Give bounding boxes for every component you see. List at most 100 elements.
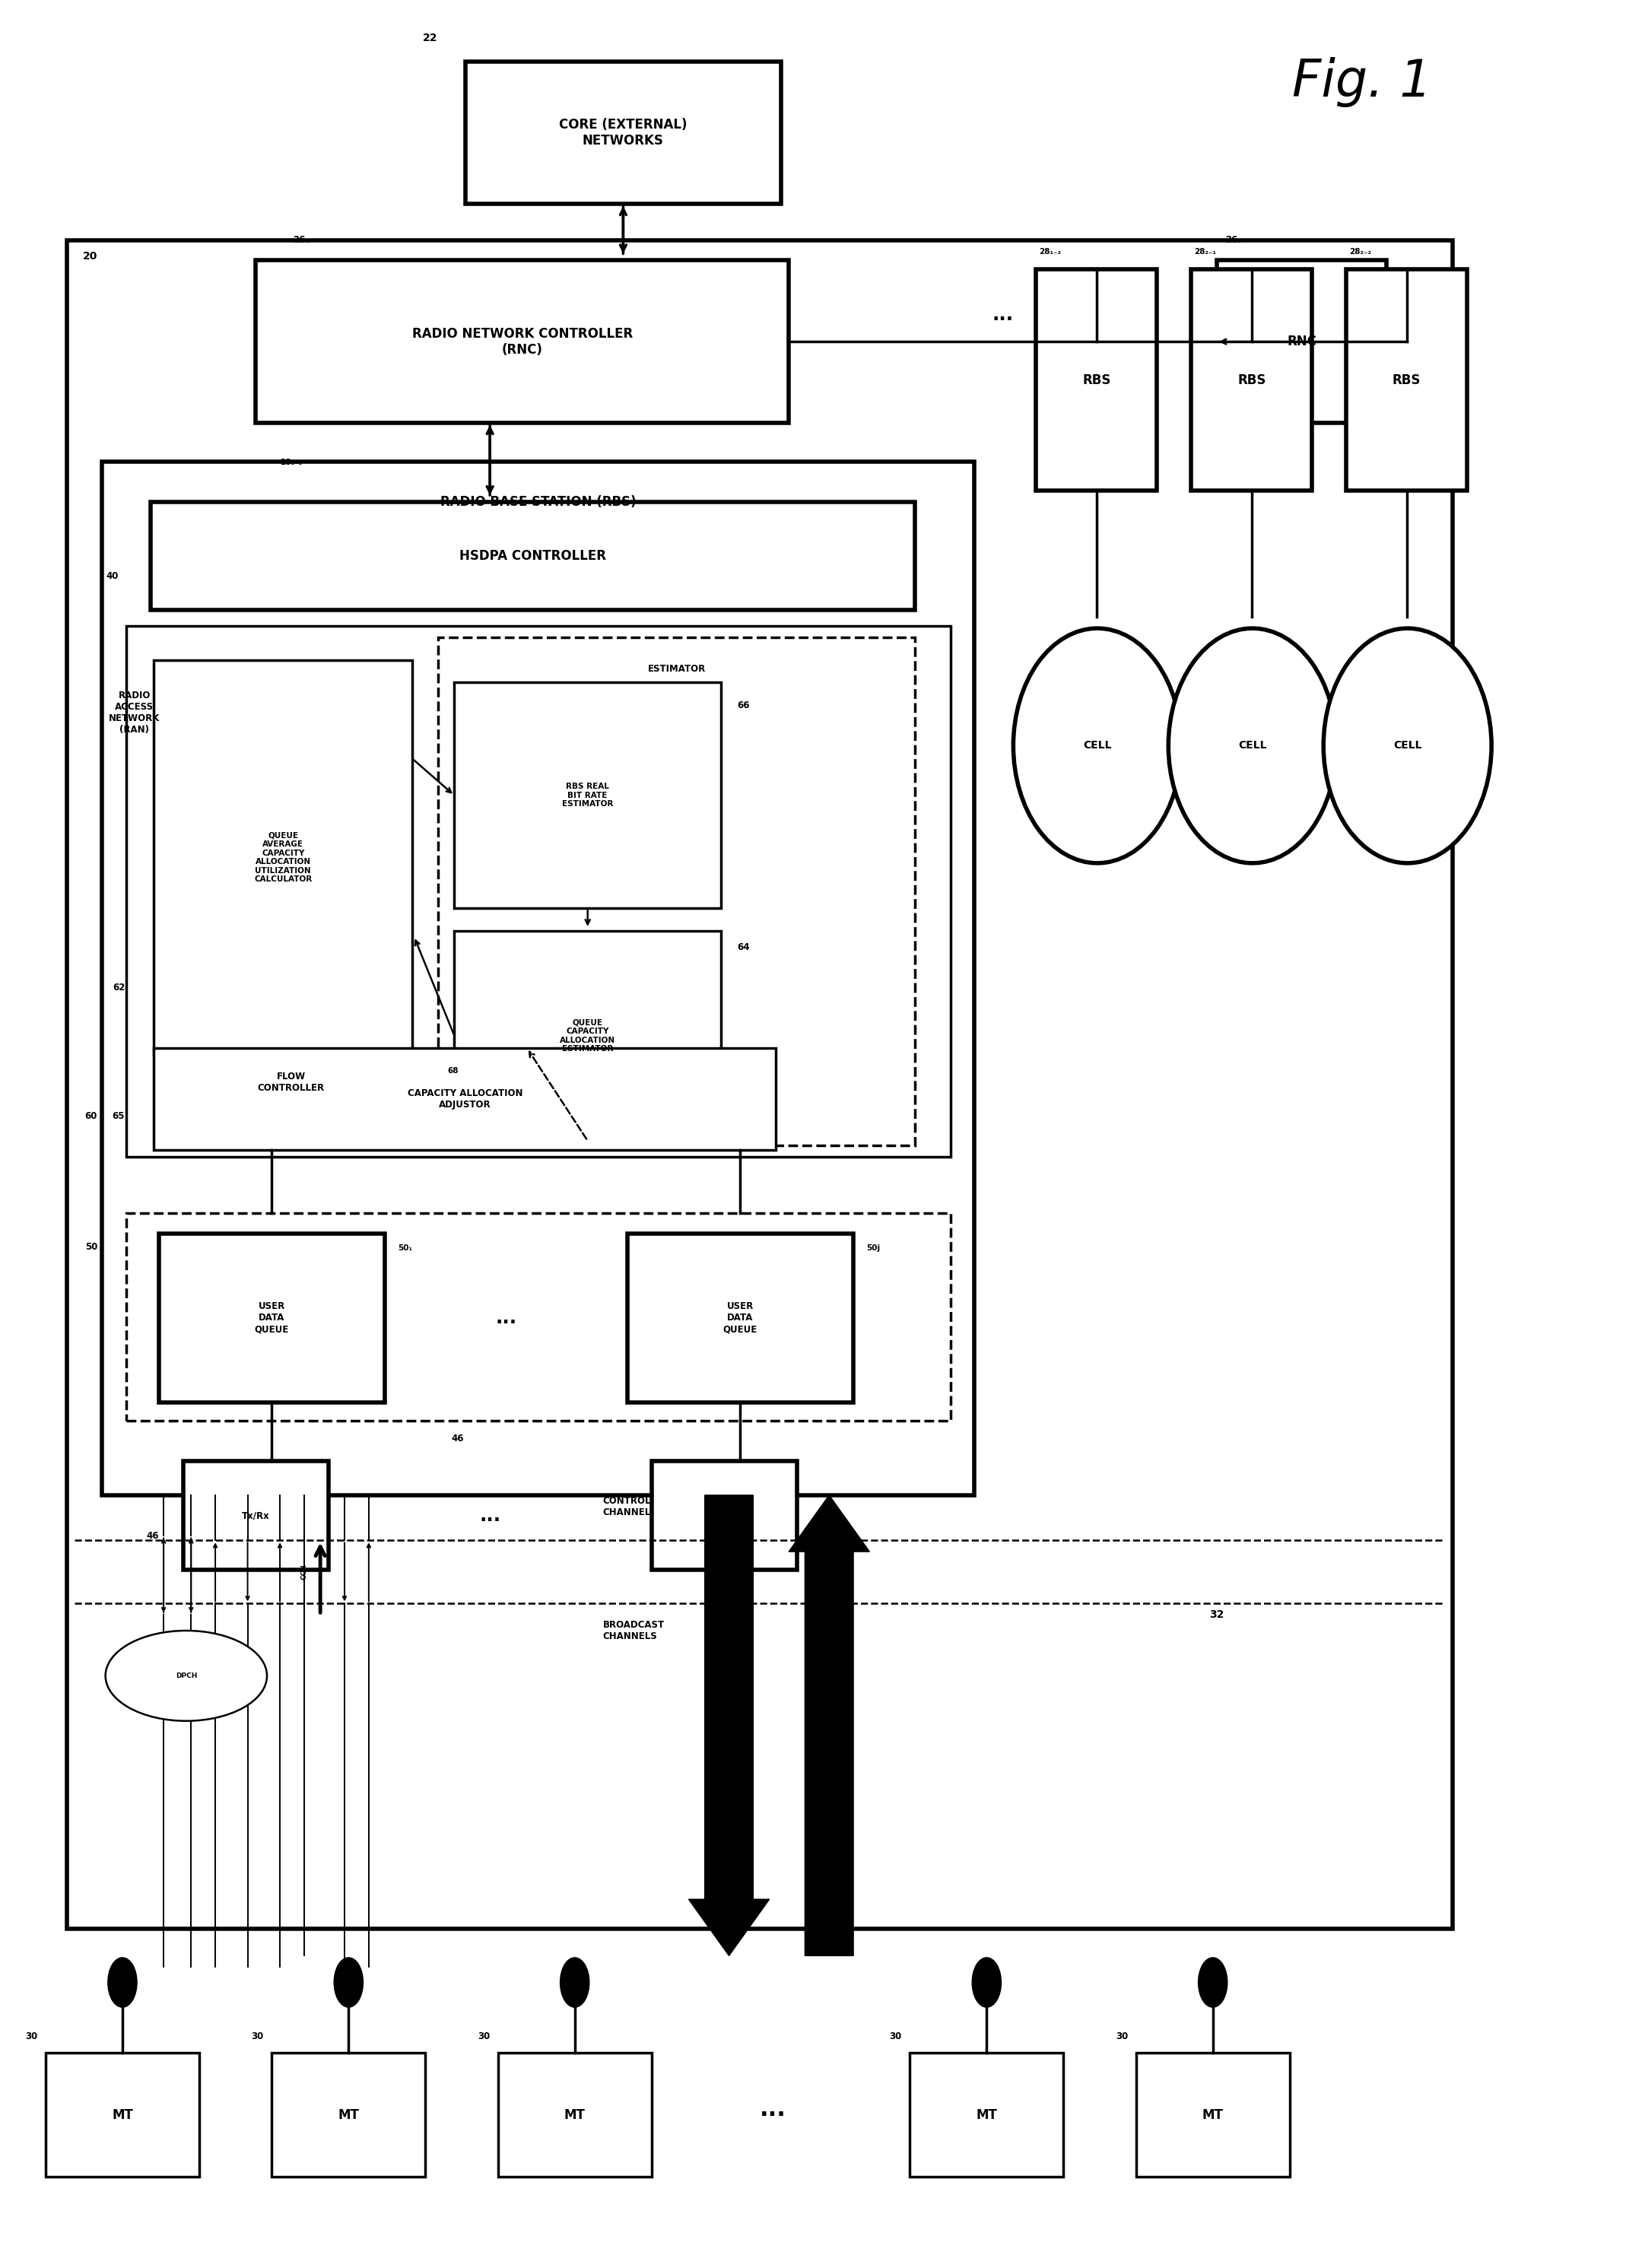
Text: MT: MT <box>1202 2107 1223 2121</box>
Text: 64: 64 <box>737 941 750 953</box>
Circle shape <box>1324 628 1491 864</box>
Bar <box>255 261 789 422</box>
Text: 30: 30 <box>478 2032 489 2041</box>
Text: 50: 50 <box>85 1243 98 1252</box>
Text: RADIO NETWORK CONTROLLER
(RNC): RADIO NETWORK CONTROLLER (RNC) <box>411 327 633 356</box>
Text: RADIO BASE STATION (RBS): RADIO BASE STATION (RBS) <box>441 494 636 508</box>
Bar <box>46 2053 198 2177</box>
Text: ...: ... <box>496 1309 517 1327</box>
Text: 60: 60 <box>85 1111 98 1120</box>
Text: 28₁₋₁: 28₁₋₁ <box>280 458 302 467</box>
Text: 30: 30 <box>889 2032 902 2041</box>
Ellipse shape <box>972 1957 1002 2007</box>
Text: BROADCAST
CHANNELS: BROADCAST CHANNELS <box>603 1619 665 1642</box>
Bar <box>154 1048 776 1150</box>
Text: 46: 46 <box>452 1433 463 1445</box>
Text: 32: 32 <box>1210 1610 1224 1619</box>
Text: ...: ... <box>759 2098 785 2121</box>
Text: 68: 68 <box>447 1066 459 1075</box>
Text: 30: 30 <box>26 2032 37 2041</box>
Circle shape <box>1013 628 1182 864</box>
Bar <box>102 460 974 1495</box>
Ellipse shape <box>1198 1957 1228 2007</box>
Bar <box>1216 261 1387 422</box>
Bar <box>439 637 915 1145</box>
Bar <box>454 683 720 907</box>
Text: 26₁: 26₁ <box>293 234 309 245</box>
Text: MT: MT <box>338 2107 359 2121</box>
Bar <box>154 660 413 1055</box>
Text: MT: MT <box>564 2107 585 2121</box>
Ellipse shape <box>333 1957 363 2007</box>
Text: 20: 20 <box>83 252 98 263</box>
Text: RNC: RNC <box>1286 336 1317 349</box>
Ellipse shape <box>106 1631 267 1721</box>
Text: 50j: 50j <box>867 1245 880 1252</box>
Text: 28₂₋₂: 28₂₋₂ <box>1350 247 1371 256</box>
Text: RBS: RBS <box>1392 374 1421 388</box>
Bar <box>184 1461 328 1569</box>
Text: CCH: CCH <box>301 1565 307 1581</box>
Text: FLOW
CONTROLLER: FLOW CONTROLLER <box>257 1070 325 1093</box>
Bar <box>454 930 720 1141</box>
Text: 22: 22 <box>423 34 437 43</box>
Text: RADIO
ACCESS
NETWORK
(RAN): RADIO ACCESS NETWORK (RAN) <box>109 692 159 735</box>
Bar <box>151 501 915 610</box>
Text: RBS REAL
BIT RATE
ESTIMATOR: RBS REAL BIT RATE ESTIMATOR <box>563 782 613 807</box>
Text: CELL: CELL <box>1237 739 1267 751</box>
Text: USER
DATA
QUEUE: USER DATA QUEUE <box>724 1302 758 1334</box>
Bar <box>1137 2053 1289 2177</box>
Text: HS-SCCH: HS-SCCH <box>826 1706 833 1744</box>
Bar <box>465 61 780 204</box>
Bar <box>628 1234 854 1402</box>
Text: CORE (EXTERNAL)
NETWORKS: CORE (EXTERNAL) NETWORKS <box>559 118 688 147</box>
Text: RBS: RBS <box>1237 374 1265 388</box>
Text: ...: ... <box>992 306 1013 324</box>
Text: HSDPA CONTROLLER: HSDPA CONTROLLER <box>459 549 606 562</box>
Bar <box>498 2053 652 2177</box>
Ellipse shape <box>107 1957 137 2007</box>
Bar <box>1190 270 1312 490</box>
Text: DPCH: DPCH <box>176 1672 197 1678</box>
Text: 46: 46 <box>146 1531 159 1540</box>
Text: HS-DSCH: HS-DSCH <box>725 1706 733 1746</box>
Ellipse shape <box>561 1957 589 2007</box>
Bar <box>67 240 1452 1928</box>
Bar <box>911 2053 1063 2177</box>
Text: CONTROL
CHANNEL: CONTROL CHANNEL <box>603 1497 652 1517</box>
Text: CELL: CELL <box>1393 739 1421 751</box>
Text: 65: 65 <box>112 1111 125 1120</box>
Text: 66: 66 <box>737 701 750 710</box>
FancyArrow shape <box>789 1495 870 1955</box>
Text: 62: 62 <box>112 982 125 991</box>
FancyArrow shape <box>689 1495 769 1955</box>
Text: MT: MT <box>112 2107 133 2121</box>
Bar <box>1036 270 1158 490</box>
Text: USER
DATA
QUEUE: USER DATA QUEUE <box>255 1302 289 1334</box>
Bar <box>159 1234 385 1402</box>
Text: ESTIMATOR: ESTIMATOR <box>647 665 706 674</box>
Bar <box>652 1461 797 1569</box>
Bar <box>1346 270 1467 490</box>
Text: RBS: RBS <box>1083 374 1111 388</box>
Text: MT: MT <box>976 2107 997 2121</box>
Bar <box>272 2053 426 2177</box>
Text: 30: 30 <box>1115 2032 1128 2041</box>
Bar <box>127 1213 950 1420</box>
Text: 40: 40 <box>106 572 119 581</box>
Text: CAPACITY ALLOCATION
ADJUSTOR: CAPACITY ALLOCATION ADJUSTOR <box>406 1089 522 1109</box>
Text: QUEUE
AVERAGE
CAPACITY
ALLOCATION
UTILIZATION
CALCULATOR: QUEUE AVERAGE CAPACITY ALLOCATION UTILIZ… <box>254 832 312 882</box>
Text: CELL: CELL <box>1083 739 1112 751</box>
Text: QUEUE
CAPACITY
ALLOCATION
ESTIMATOR: QUEUE CAPACITY ALLOCATION ESTIMATOR <box>559 1018 616 1052</box>
Text: 50₁: 50₁ <box>398 1245 413 1252</box>
Text: Tx/Rx: Tx/Rx <box>242 1510 270 1520</box>
Circle shape <box>1169 628 1337 864</box>
Text: 30: 30 <box>252 2032 263 2041</box>
Text: Fig. 1: Fig. 1 <box>1293 57 1433 107</box>
Text: ...: ... <box>480 1506 501 1524</box>
Text: 28₂₋₁: 28₂₋₁ <box>1193 247 1216 256</box>
Bar <box>127 626 950 1157</box>
Text: Tx/Rx: Tx/Rx <box>711 1510 738 1520</box>
Text: 26₂: 26₂ <box>1224 234 1241 245</box>
Text: 28₁₋₂: 28₁₋₂ <box>1039 247 1062 256</box>
